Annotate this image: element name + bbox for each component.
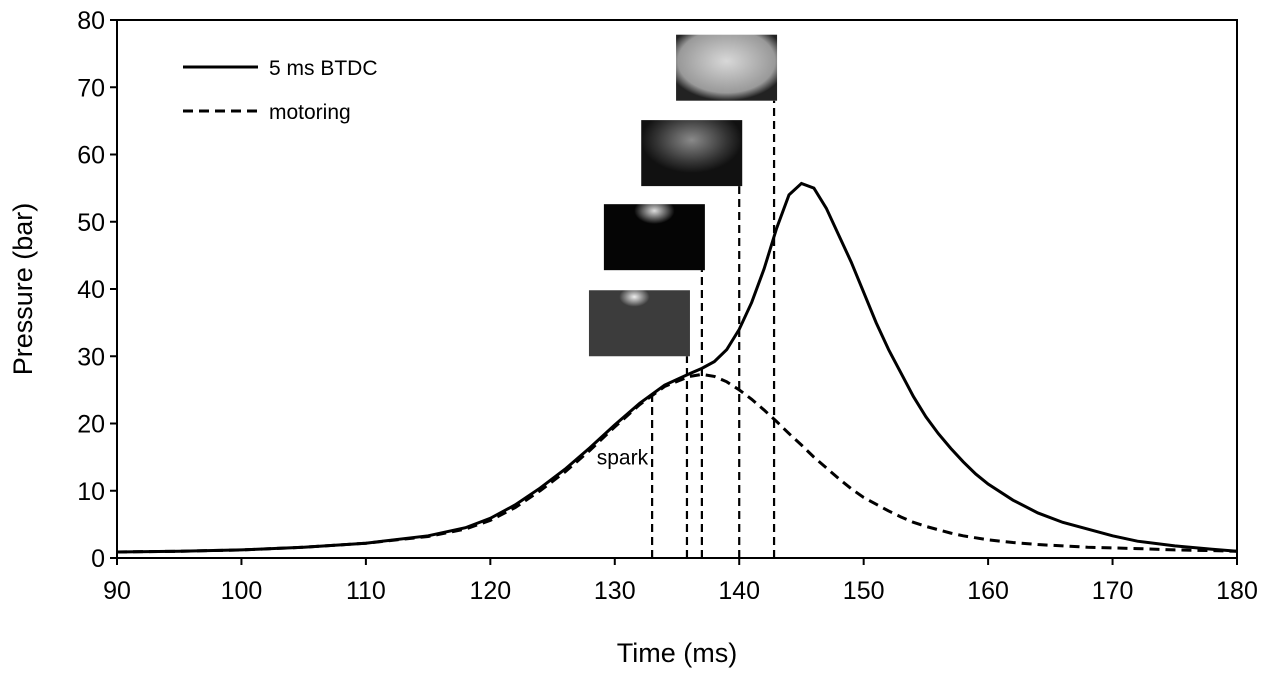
y-tick-label: 80 [77, 7, 105, 35]
series-line [116, 372, 1238, 554]
event-image [603, 204, 705, 271]
y-tick-label: 20 [77, 411, 105, 439]
x-axis-label: Time (ms) [617, 638, 737, 668]
y-tick-label: 60 [77, 142, 105, 170]
legend-label: motoring [269, 101, 351, 124]
x-tick-label: 160 [967, 577, 1009, 605]
event-image [588, 290, 690, 357]
y-tick-label: 40 [77, 276, 105, 304]
y-tick-label: 0 [91, 545, 105, 573]
plot-frame [116, 19, 1238, 559]
legend-label: 5 ms BTDC [269, 57, 378, 80]
y-tick-label: 10 [77, 478, 105, 506]
x-tick-label: 140 [718, 577, 760, 605]
event-image [676, 34, 778, 101]
y-tick-label: 70 [77, 74, 105, 102]
series-line [116, 181, 1238, 554]
y-tick-label: 50 [77, 209, 105, 237]
x-tick-label: 110 [346, 577, 386, 605]
x-tick-label: 100 [221, 577, 263, 605]
x-tick-label: 150 [843, 577, 885, 605]
event-label: spark [597, 447, 649, 470]
event-image [641, 120, 743, 187]
x-tick-label: 120 [469, 577, 511, 605]
x-tick-label: 130 [594, 577, 636, 605]
x-tick-label: 180 [1216, 577, 1258, 605]
y-axis-label: Pressure (bar) [8, 203, 38, 376]
y-tick-label: 30 [77, 343, 105, 371]
x-tick-label: 90 [103, 577, 131, 605]
x-tick-label: 170 [1092, 577, 1134, 605]
